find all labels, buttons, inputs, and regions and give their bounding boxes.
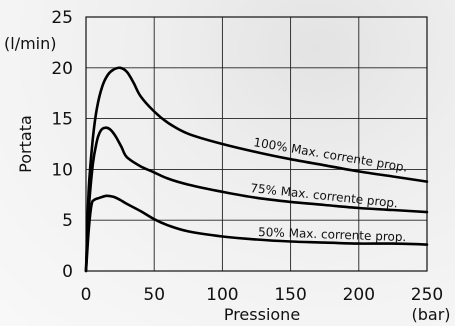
y-tick-label: 25	[51, 8, 73, 28]
x-tick-label: 0	[81, 285, 92, 305]
curves	[84, 66, 429, 273]
series-line	[84, 194, 429, 273]
series-line	[84, 126, 429, 273]
y-tick-label: 15	[51, 110, 73, 130]
x-tick-labels: 0 50 100 150 200 250	[81, 285, 444, 305]
y-axis-label: Portata	[16, 115, 35, 173]
y-tick-labels: 0 5 10 15 20 25	[51, 8, 73, 282]
x-tick-label: 50	[143, 285, 165, 305]
x-tick-label: 150	[274, 285, 306, 305]
x-tick-label: 250	[411, 285, 443, 305]
x-tick-label: 200	[343, 285, 375, 305]
series-label: 100% Max. corrente prop.	[253, 135, 409, 175]
y-tick-label: 20	[51, 59, 73, 79]
x-unit-label: (bar)	[411, 305, 450, 324]
plot-frame	[85, 16, 428, 272]
y-tick-label: 0	[62, 262, 73, 282]
curve-labels: 100% Max. corrente prop.75% Max. corrent…	[250, 135, 409, 244]
x-axis-label: Pressione	[224, 305, 300, 324]
y-tick-label: 10	[51, 160, 73, 180]
series-label: 50% Max. corrente prop.	[258, 225, 407, 244]
y-tick-label: 5	[62, 211, 73, 231]
y-unit-label: (l/min)	[4, 34, 57, 53]
x-tick-label: 100	[206, 285, 238, 305]
series-line	[84, 66, 429, 273]
